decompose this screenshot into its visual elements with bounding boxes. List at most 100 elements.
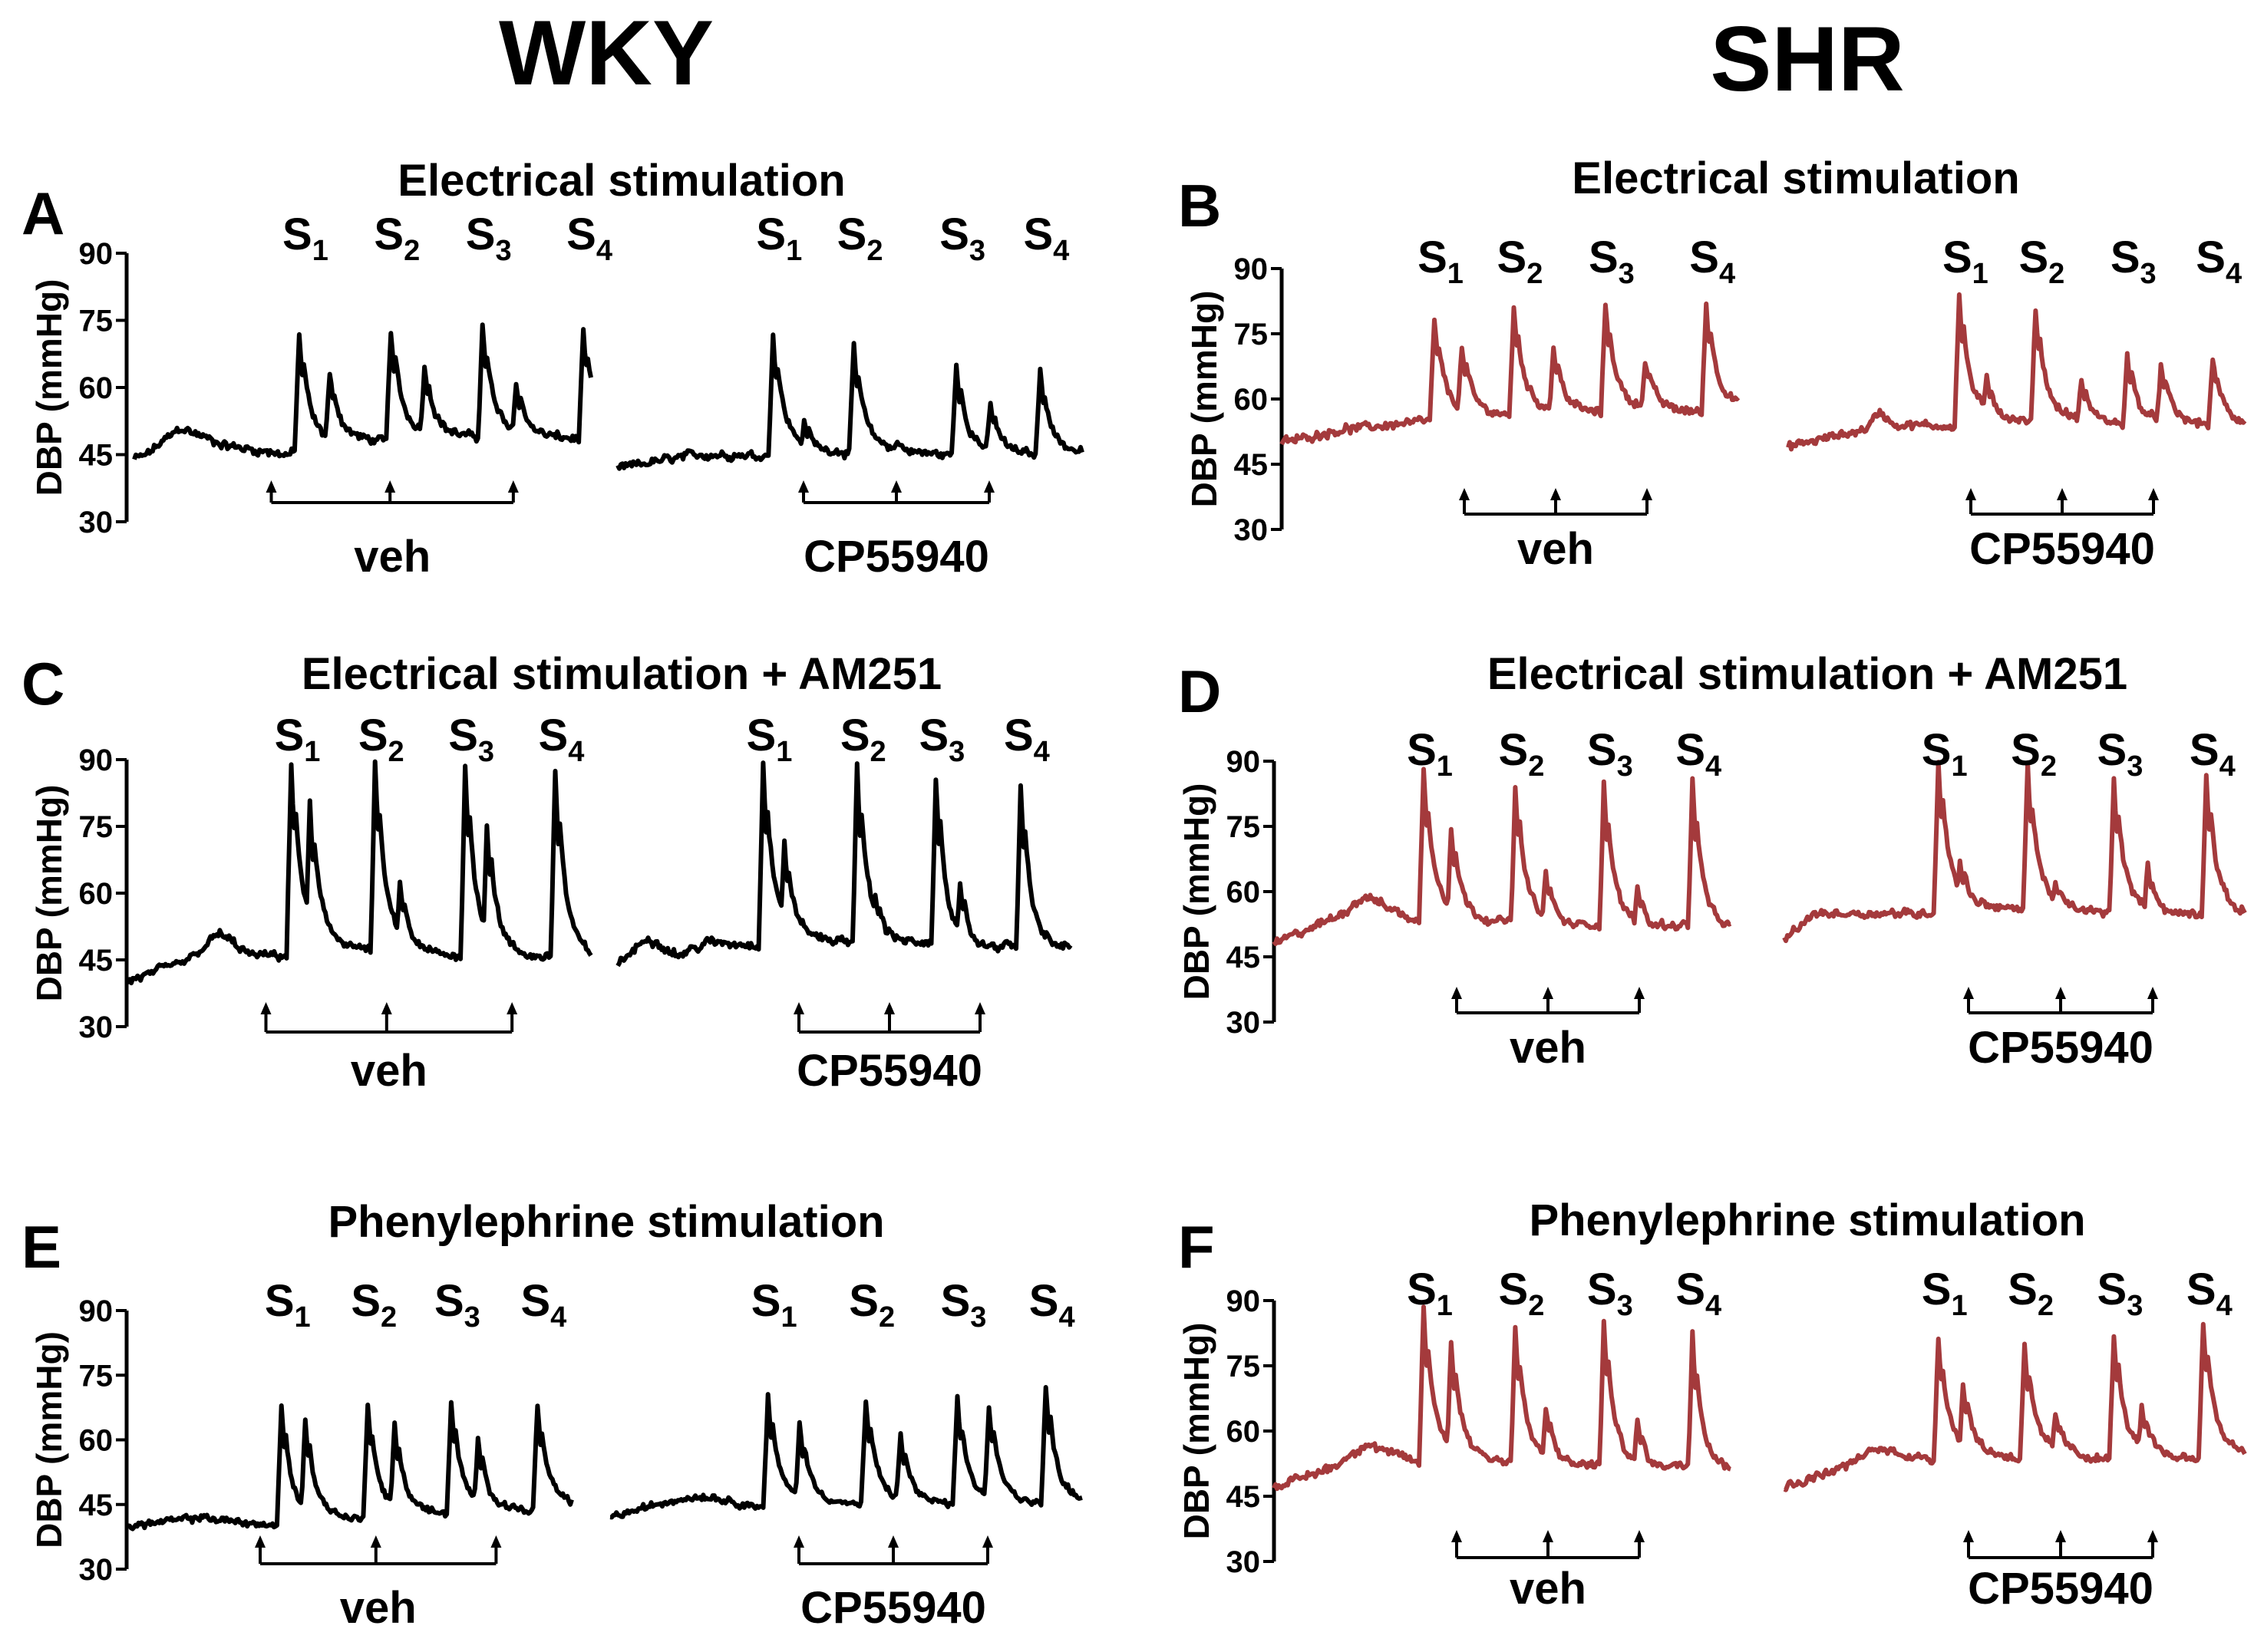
y-tick-label: 75 [79,1359,114,1393]
y-tick-label: 45 [79,1489,114,1522]
stimulus-label-s3: S3 [448,711,494,768]
panel-letter: A [21,180,64,247]
dbp-trace-cp55940 [616,332,1084,471]
arrow-up-icon [1543,1530,1553,1542]
arrow-up-icon [370,1535,381,1548]
y-tick-label: 75 [79,810,114,844]
panel-title: Phenylephrine stimulation [1529,1195,2085,1245]
shr-group-title: SHR [1710,8,1904,110]
arrow-up-icon [2147,987,2158,999]
treatment-label: veh [1510,1564,1586,1614]
arrow-up-icon [2057,488,2068,500]
panel-letter: C [21,650,64,717]
arrow-up-icon [507,1002,518,1014]
arrow-up-icon [1642,488,1652,500]
y-tick-label: 30 [79,1011,114,1044]
stimulus-label-s4: S4 [1004,711,1050,768]
y-tick-label: 75 [79,305,114,338]
stimulus-label-s4: S4 [2186,1265,2233,1322]
panel-title: Electrical stimulation [398,156,845,206]
stimulus-label-s3: S3 [466,209,512,267]
y-tick-label: 90 [79,237,114,271]
stimulus-label-s1: S1 [265,1276,311,1334]
stimulus-label-s3: S3 [919,711,965,768]
stimulus-label-s4: S4 [1689,232,1735,290]
dbp-trace-cp55940 [609,1385,1083,1520]
dbp-trace-cp55940 [616,760,1073,968]
arrow-up-icon [1543,987,1553,999]
dbp-trace-veh [125,1400,574,1532]
stimulus-label-s3: S3 [939,209,985,267]
y-tick-label: 75 [1234,318,1269,351]
stimulus-label-s1: S1 [1417,232,1464,290]
stimulus-label-s4: S4 [2190,725,2236,783]
panel-title: Electrical stimulation [1572,153,2019,203]
panel-e: E Phenylephrine stimulation 90 75 60 45 30 DBP … [21,1197,1083,1633]
stimulus-label-s3: S3 [1589,232,1635,290]
panel-d: D Electrical stimulation + AM251 90 75 60 45 3… [1177,649,2247,1073]
panel-letter: D [1178,658,1221,725]
y-tick-label: 90 [79,1294,114,1328]
stimulus-label-s1: S1 [756,209,802,267]
y-tick-label: 30 [1226,1006,1261,1040]
stimulus-label-s4: S4 [1675,725,1721,783]
arrow-up-icon [1459,488,1470,500]
y-tick-label: 60 [79,1424,114,1458]
arrow-up-icon [2147,1530,2158,1542]
y-tick-label: 60 [79,371,114,405]
wky-group-title: WKY [499,2,714,104]
panel-letter: B [1178,172,1221,239]
stimulus-label-s4: S4 [2196,232,2242,290]
arrow-up-icon [1965,488,1976,500]
y-axis-label: DBP (mmHg) [1177,783,1216,1001]
arrow-up-icon [794,1002,804,1014]
y-tick-label: 45 [79,439,114,473]
stimulus-label-s1: S1 [1407,725,1453,783]
stimulus-label-s3: S3 [1587,725,1633,783]
y-tick-label: 75 [1226,1350,1261,1383]
panel-letter: E [21,1213,61,1281]
treatment-label: veh [1510,1023,1586,1073]
stimulus-label-s2: S2 [2018,232,2064,290]
treatment-label: veh [354,532,431,582]
arrow-up-icon [1550,488,1561,500]
stimulus-label-s4: S4 [520,1276,566,1334]
arrow-up-icon [1963,987,1974,999]
stimulus-label-s4: S4 [566,209,612,267]
arrow-up-icon [255,1535,266,1548]
y-tick-label: 45 [1226,1480,1261,1514]
panel-letter: F [1178,1213,1215,1281]
arrow-up-icon [381,1002,392,1014]
arrow-up-icon [1451,1530,1462,1542]
panel-f: F Phenylephrine stimulation 90 75 60 45 30 DBP … [1177,1195,2247,1614]
arrow-up-icon [884,1002,895,1014]
arrow-up-icon [507,480,519,493]
panel-b: B Electrical stimulation 90 75 60 45 30 DBP (mm… [1178,153,2247,574]
stimulus-label-s2: S2 [840,711,886,768]
y-tick-label: 60 [79,877,114,911]
y-tick-label: 30 [1226,1545,1261,1579]
treatment-label: veh [1517,524,1594,574]
dbp-trace-cp55940 [1782,760,2247,944]
y-tick-label: 75 [1226,810,1261,844]
y-tick-label: 90 [1226,745,1261,779]
arrow-up-icon [891,480,902,493]
panels: A Electrical stimulation 90 75 60 45 30 DBP (mm… [21,153,2247,1633]
y-tick-label: 60 [1226,1415,1261,1449]
y-tick-label: 45 [79,944,114,978]
y-tick-label: 60 [1234,383,1269,417]
y-tick-label: 90 [1226,1284,1261,1318]
y-axis-label: DBP (mmHg) [1177,1323,1216,1540]
panel-title: Electrical stimulation + AM251 [1487,649,2127,699]
dbp-trace-cp55940 [1783,1321,2247,1492]
stimulus-label-s2: S2 [2008,1265,2054,1322]
y-tick-label: 45 [1226,941,1261,974]
panel-title: Phenylephrine stimulation [328,1197,884,1247]
y-axis-label: DBP (mmHg) [1184,291,1224,508]
dbp-trace-veh [1279,301,1741,446]
panel-title: Electrical stimulation + AM251 [302,649,942,699]
dbp-trace-veh [132,322,593,460]
stimulus-label-s1: S1 [275,711,321,768]
arrow-up-icon [984,480,995,493]
